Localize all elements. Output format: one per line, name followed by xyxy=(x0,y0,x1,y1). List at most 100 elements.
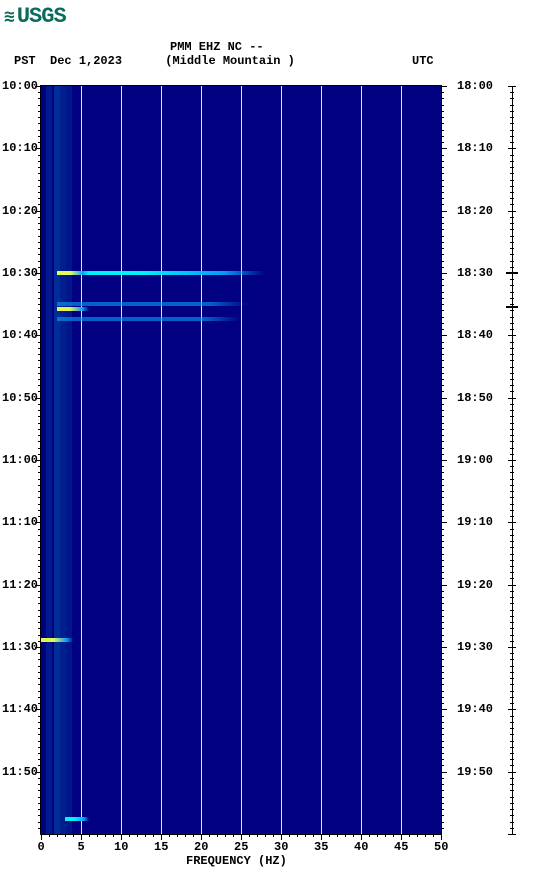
side-tick-minor xyxy=(510,242,514,243)
y-minor-tick xyxy=(38,541,41,542)
y-minor-tick xyxy=(441,204,444,205)
y-minor-tick xyxy=(38,223,41,224)
gridline xyxy=(321,86,322,834)
x-tick-label: 10 xyxy=(114,840,128,854)
side-tick-minor xyxy=(510,416,514,417)
y-minor-tick xyxy=(441,292,444,293)
side-tick-minor xyxy=(510,765,514,766)
y-tick xyxy=(441,585,447,586)
side-tick-major xyxy=(508,647,516,648)
y-left-label: 10:30 xyxy=(2,266,38,280)
y-tick xyxy=(35,460,41,461)
side-tick-minor xyxy=(510,822,514,823)
y-minor-tick xyxy=(441,591,444,592)
y-right-label: 19:40 xyxy=(457,702,493,716)
y-minor-tick xyxy=(441,167,444,168)
side-tick-major xyxy=(508,398,516,399)
y-minor-tick xyxy=(38,797,41,798)
x-minor-tick xyxy=(417,834,418,837)
y-minor-tick xyxy=(441,98,444,99)
y-minor-tick xyxy=(38,691,41,692)
side-tick-minor xyxy=(510,360,514,361)
side-tick-minor xyxy=(510,435,514,436)
location: (Middle Mountain ) xyxy=(165,54,295,68)
y-tick xyxy=(35,772,41,773)
y-minor-tick xyxy=(441,248,444,249)
y-minor-tick xyxy=(38,130,41,131)
y-right-label: 19:50 xyxy=(457,765,493,779)
y-minor-tick xyxy=(38,285,41,286)
side-tick-minor xyxy=(510,167,514,168)
side-tick-minor xyxy=(510,329,514,330)
x-minor-tick xyxy=(137,834,138,837)
y-minor-tick xyxy=(441,173,444,174)
side-tick-major xyxy=(508,709,516,710)
y-minor-tick xyxy=(38,279,41,280)
side-tick-minor xyxy=(510,691,514,692)
y-tick xyxy=(441,148,447,149)
side-tick-minor xyxy=(510,267,514,268)
y-minor-tick xyxy=(38,765,41,766)
y-minor-tick xyxy=(441,678,444,679)
side-tick-minor xyxy=(510,741,514,742)
y-minor-tick xyxy=(441,92,444,93)
y-minor-tick xyxy=(38,678,41,679)
y-minor-tick xyxy=(441,310,444,311)
side-tick-minor xyxy=(510,466,514,467)
side-tick-minor xyxy=(510,597,514,598)
y-minor-tick xyxy=(441,722,444,723)
x-tick-label: 50 xyxy=(434,840,448,854)
y-tick xyxy=(35,398,41,399)
side-tick-minor xyxy=(510,554,514,555)
y-minor-tick xyxy=(441,317,444,318)
y-minor-tick xyxy=(38,672,41,673)
side-tick-minor xyxy=(510,653,514,654)
x-minor-tick xyxy=(105,834,106,837)
y-minor-tick xyxy=(441,610,444,611)
y-tick xyxy=(441,460,447,461)
y-minor-tick xyxy=(441,734,444,735)
y-minor-tick xyxy=(441,454,444,455)
y-minor-tick xyxy=(441,828,444,829)
side-tick-minor xyxy=(510,217,514,218)
side-tick-minor xyxy=(510,472,514,473)
y-minor-tick xyxy=(38,317,41,318)
side-tick-minor xyxy=(510,728,514,729)
gridline xyxy=(201,86,202,834)
x-minor-tick xyxy=(153,834,154,837)
y-minor-tick xyxy=(38,759,41,760)
y-minor-tick xyxy=(38,485,41,486)
y-minor-tick xyxy=(441,111,444,112)
y-minor-tick xyxy=(38,554,41,555)
side-tick-major xyxy=(508,148,516,149)
y-minor-tick xyxy=(441,684,444,685)
y-left-label: 10:40 xyxy=(2,328,38,342)
side-tick-minor xyxy=(510,142,514,143)
y-minor-tick xyxy=(441,479,444,480)
x-minor-tick xyxy=(89,834,90,837)
side-tick-minor xyxy=(510,161,514,162)
y-minor-tick xyxy=(38,666,41,667)
y-minor-tick xyxy=(441,516,444,517)
side-tick-minor xyxy=(510,678,514,679)
station-line: PMM EHZ NC -- xyxy=(170,40,264,54)
y-minor-tick xyxy=(38,329,41,330)
y-minor-tick xyxy=(38,741,41,742)
x-minor-tick xyxy=(393,834,394,837)
side-tick-minor xyxy=(510,198,514,199)
gridline xyxy=(121,86,122,834)
y-minor-tick xyxy=(441,597,444,598)
y-minor-tick xyxy=(441,815,444,816)
y-minor-tick xyxy=(441,404,444,405)
side-tick-minor xyxy=(510,684,514,685)
side-tick-minor xyxy=(510,310,514,311)
y-minor-tick xyxy=(441,367,444,368)
y-minor-tick xyxy=(38,292,41,293)
y-minor-tick xyxy=(38,547,41,548)
y-minor-tick xyxy=(38,472,41,473)
y-minor-tick xyxy=(38,217,41,218)
y-minor-tick xyxy=(38,373,41,374)
y-minor-tick xyxy=(441,759,444,760)
y-minor-tick xyxy=(441,429,444,430)
side-tick-minor xyxy=(510,379,514,380)
